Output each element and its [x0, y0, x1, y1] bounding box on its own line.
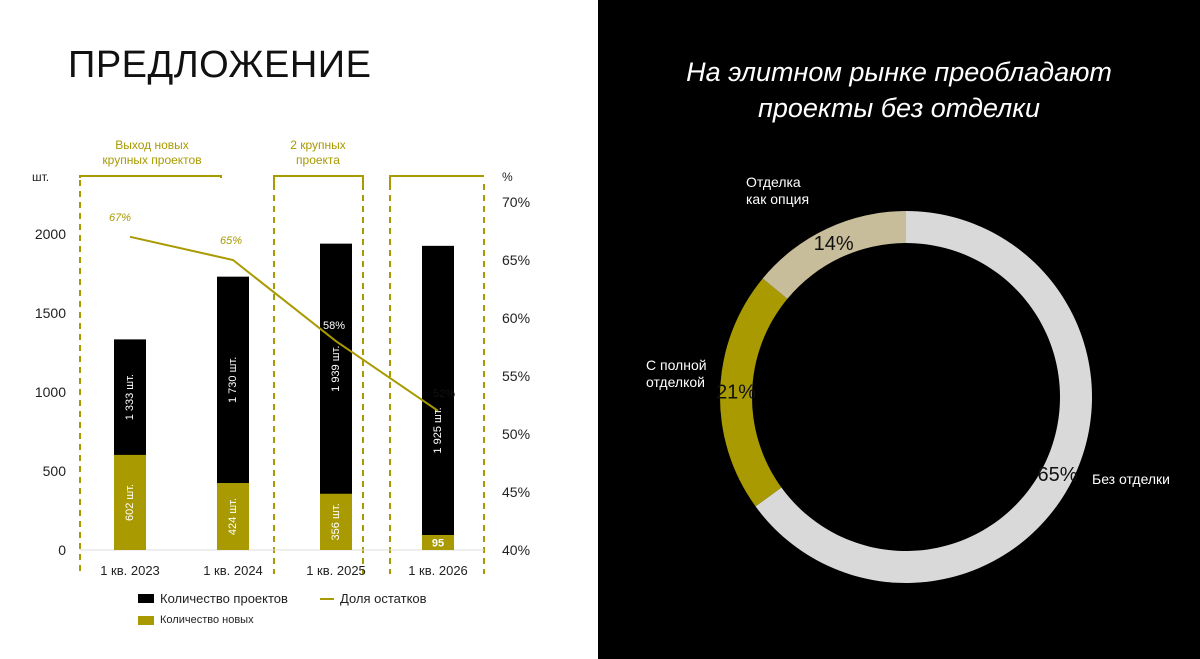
- bar-total-label-3: 1 925 шт.: [432, 407, 444, 453]
- y2-tick-6: 70%: [502, 194, 530, 210]
- donut-slice-2: [762, 211, 906, 299]
- bar-total-label-0: 1 333 шт.: [124, 374, 136, 420]
- annotation-1-line-1: Выход новых: [115, 138, 189, 152]
- y2-tick-5: 65%: [502, 252, 530, 268]
- slice-label-none: Без отделки: [1092, 471, 1170, 488]
- slice-label-option: Отделка как опция: [746, 174, 809, 208]
- y2-tick-4: 60%: [502, 310, 530, 326]
- y2-tick-0: 40%: [502, 542, 530, 558]
- y-tick-4: 2000: [35, 226, 66, 242]
- annotation-2-line-2: проекта: [296, 153, 340, 167]
- page-title: ПРЕДЛОЖЕНИЕ: [68, 44, 372, 86]
- legend-share-line: [320, 597, 334, 600]
- y2-axis-label: %: [502, 170, 513, 184]
- slice-label-full-line-2: отделкой: [646, 374, 705, 390]
- donut-value-label-0: 65%: [1037, 464, 1077, 486]
- share-label-1: 65%: [220, 235, 242, 247]
- y2-tick-3: 55%: [502, 368, 530, 384]
- x-tick-3: 1 кв. 2026: [408, 563, 468, 578]
- bar-new-2: [320, 493, 352, 550]
- y-tick-2: 1000: [35, 384, 66, 400]
- bar-new-label-3: 95: [432, 537, 444, 549]
- bar-chart: Выход новых крупных проектов 2 крупных п…: [32, 138, 530, 578]
- slice-label-none-line-1: Без отделки: [1092, 471, 1171, 487]
- y2-tick-2: 50%: [502, 426, 530, 442]
- slice-label-full: С полной отделкой: [646, 357, 707, 391]
- legend-new: Количество новых: [138, 614, 254, 626]
- legend-new-swatch: [138, 615, 154, 625]
- y-tick-0: 0: [58, 542, 66, 558]
- x-tick-0: 1 кв. 2023: [100, 563, 160, 578]
- slice-label-full-line-1: С полной: [646, 357, 707, 373]
- bar-total-label-1: 1 730 шт.: [227, 357, 239, 403]
- share-label-0: 67%: [109, 212, 131, 224]
- bar-new-label-2: 356 шт.: [330, 503, 342, 540]
- y-tick-1: 500: [43, 463, 67, 479]
- donut-chart: 65% 21% 14%: [716, 211, 1092, 584]
- bar-new-label-0: 602 шт.: [124, 484, 136, 521]
- share-label-3: 52%: [433, 388, 455, 400]
- donut-value-label-1: 21%: [716, 382, 756, 404]
- annotation-bracket-3: [389, 175, 484, 184]
- donut-slice-1: [720, 278, 788, 507]
- bar-total-3: [422, 245, 454, 550]
- x-tick-2: 1 кв. 2025: [306, 563, 366, 578]
- slice-label-option-line-1: Отделка: [746, 174, 801, 190]
- right-title: На элитном рынке преобладают проекты без…: [598, 54, 1200, 126]
- donut-value-label-2: 14%: [814, 233, 854, 255]
- share-line: [129, 235, 439, 412]
- legend-projects-label: Количество проектов: [160, 591, 288, 606]
- annotation-bracket-2: [273, 175, 364, 184]
- annotation-2-line-1: 2 крупных: [290, 138, 346, 152]
- right-panel: На элитном рынке преобладают проекты без…: [598, 0, 1200, 659]
- bar-new-0: [114, 454, 146, 550]
- legend-new-label: Количество новых: [160, 614, 254, 626]
- y2-tick-1: 45%: [502, 484, 530, 500]
- right-title-line-2: проекты без отделки: [757, 93, 1040, 123]
- x-tick-1: 1 кв. 2024: [203, 563, 263, 578]
- legend-share-label: Доля остатков: [340, 591, 427, 606]
- bar-total-label-2: 1 939 шт.: [330, 346, 342, 392]
- right-title-line-1: На элитном рынке преобладают: [686, 57, 1112, 87]
- bar-new-1: [217, 483, 249, 550]
- legend-projects: Количество проектов: [138, 591, 288, 606]
- annotation-1-line-2: крупных проектов: [102, 153, 201, 167]
- y-axis-label: шт.: [32, 170, 49, 184]
- legend-share: Доля остатков: [320, 591, 427, 606]
- legend-projects-swatch: [138, 594, 154, 603]
- bar-new-3: [422, 534, 454, 550]
- left-panel: ПРЕДЛОЖЕНИЕ Выход новых крупных проектов…: [0, 0, 598, 659]
- share-label-2: 58%: [323, 320, 345, 332]
- y-tick-3: 1500: [35, 305, 66, 321]
- slice-label-option-line-2: как опция: [746, 191, 810, 207]
- annotation-bracket-1: [79, 175, 222, 178]
- bar-new-label-1: 424 шт.: [227, 498, 239, 535]
